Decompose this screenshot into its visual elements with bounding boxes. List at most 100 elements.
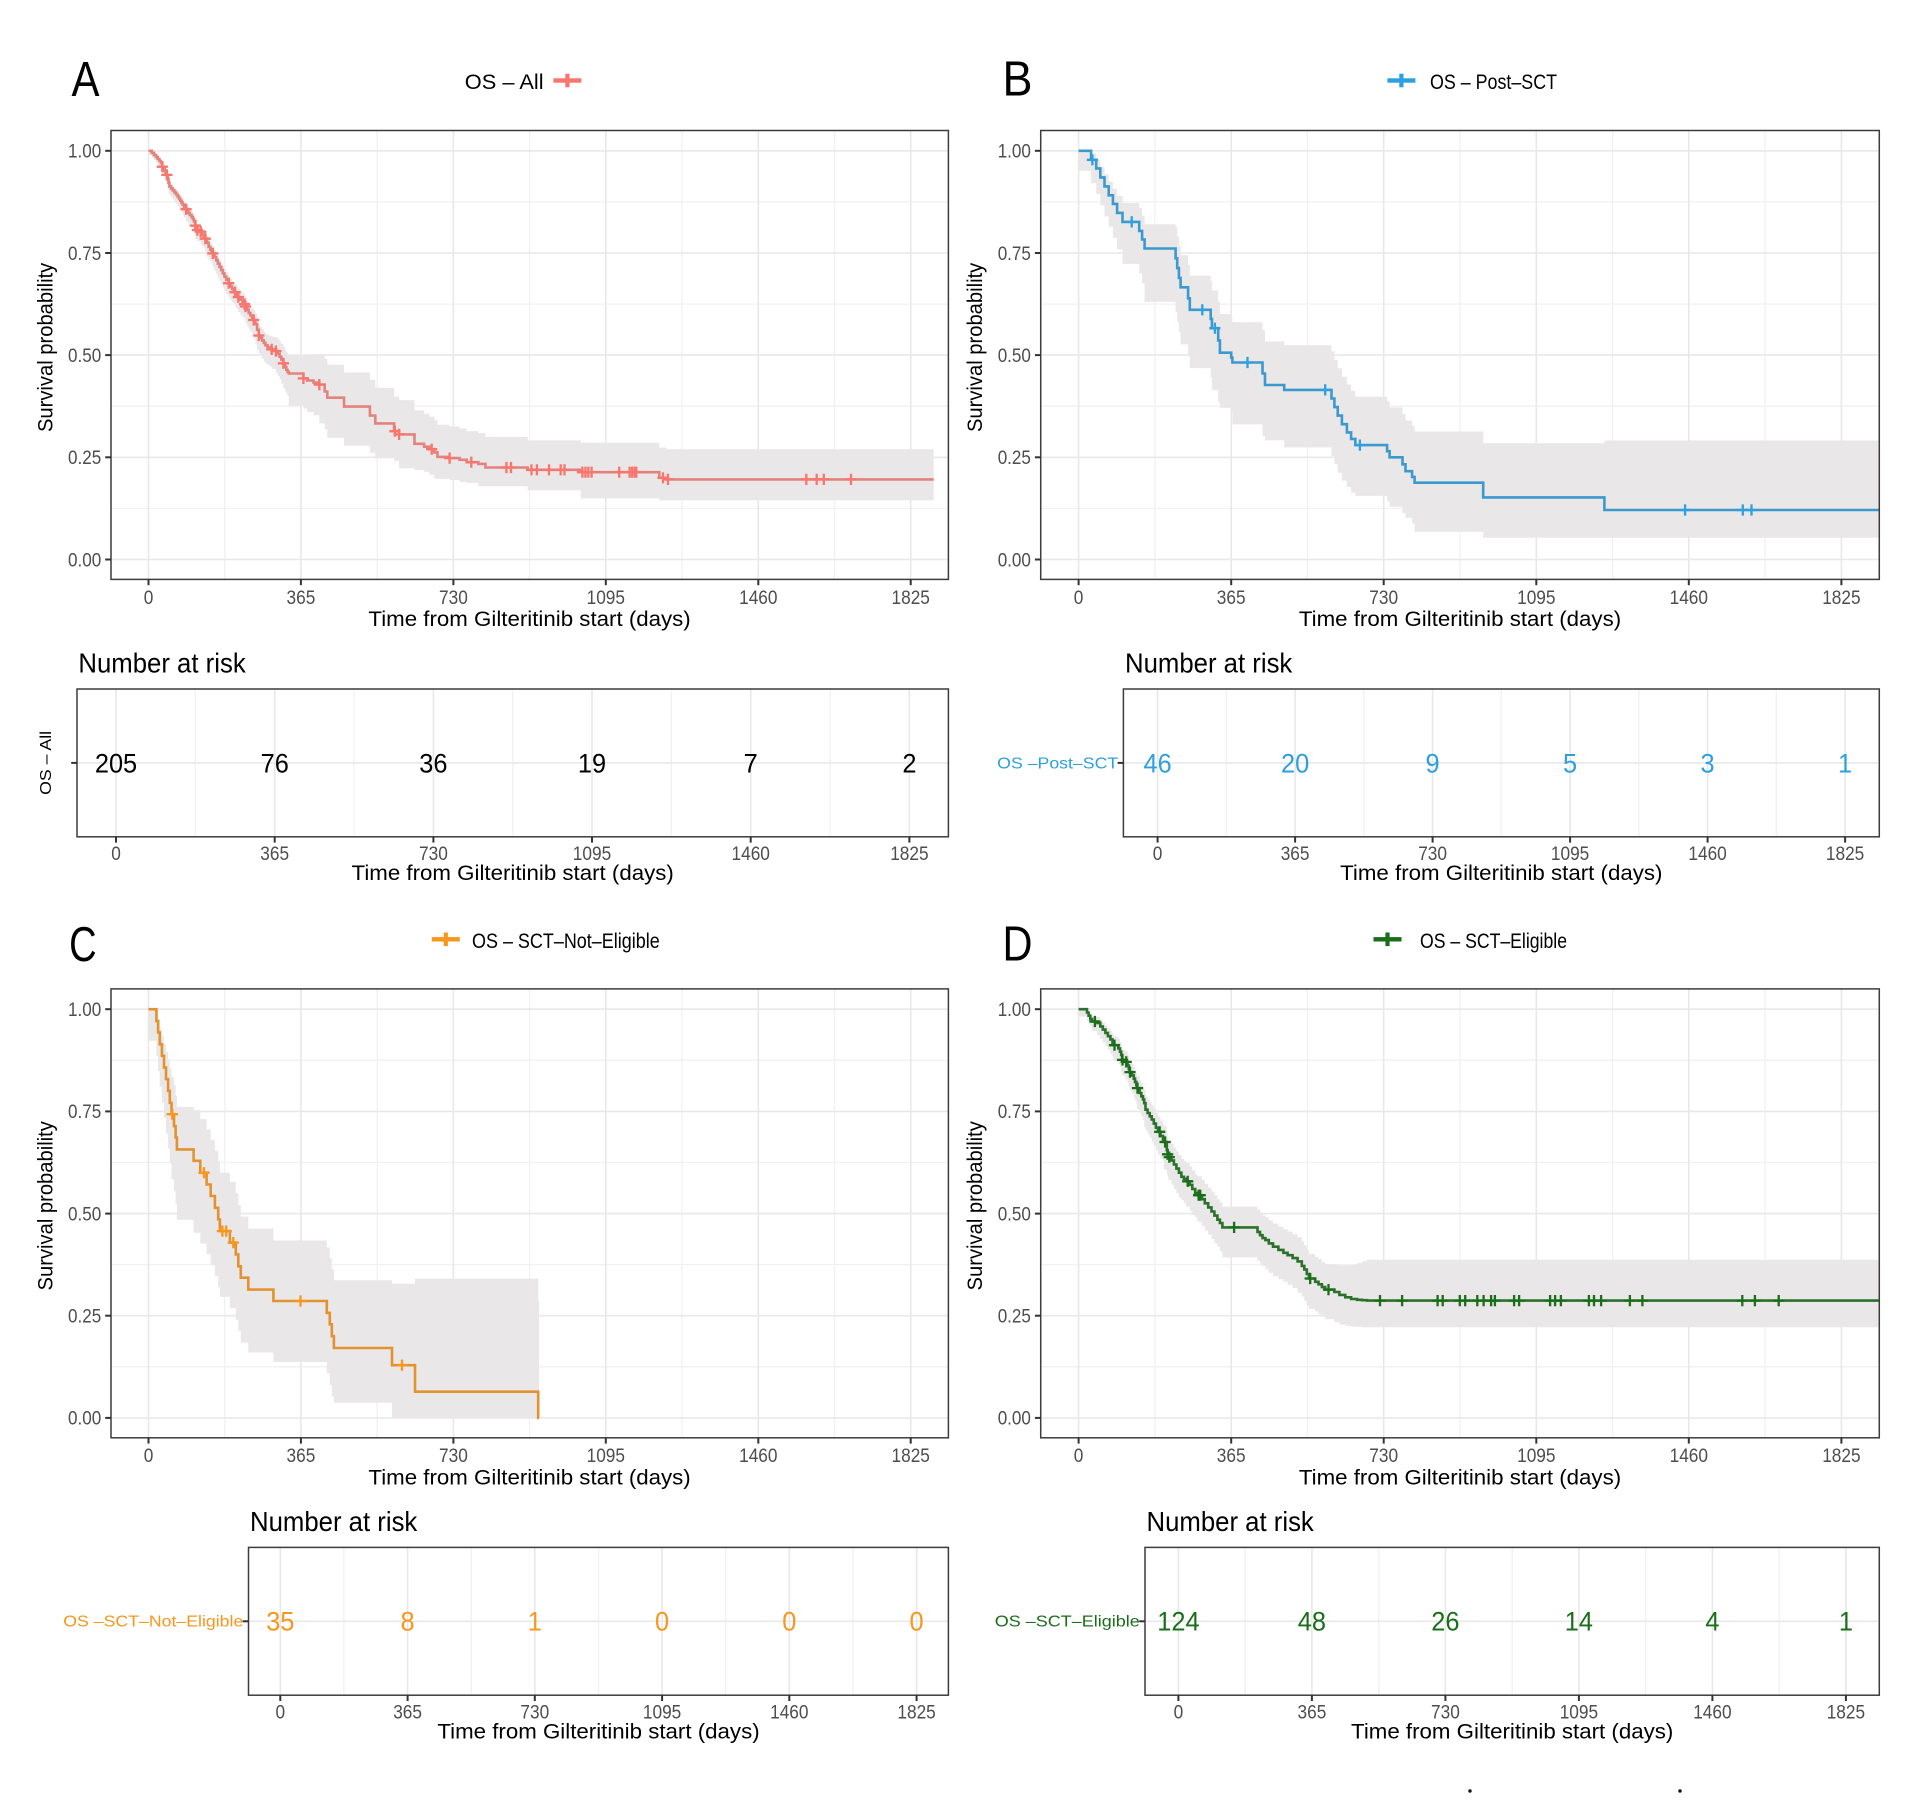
svg-text:0.00: 0.00 (998, 549, 1031, 571)
svg-text:Time from Gilteritinib start (: Time from Gilteritinib start (days) (368, 608, 690, 631)
svg-text:0.50: 0.50 (998, 345, 1031, 367)
svg-text:0: 0 (910, 1607, 924, 1637)
svg-text:0.75: 0.75 (68, 243, 101, 265)
svg-text:46: 46 (1144, 748, 1172, 778)
svg-text:Survival probability: Survival probability (35, 1121, 58, 1291)
svg-text:Time from Gilteritinib start (: Time from Gilteritinib start (days) (1351, 1720, 1673, 1743)
svg-text:0: 0 (144, 1445, 154, 1467)
svg-text:1095: 1095 (587, 587, 626, 609)
svg-text:76: 76 (261, 748, 289, 778)
svg-text:124: 124 (1157, 1607, 1199, 1637)
svg-text:0: 0 (1074, 1445, 1084, 1467)
svg-text:1095: 1095 (643, 1701, 682, 1723)
svg-text:730: 730 (419, 843, 448, 865)
svg-text:A: A (72, 53, 100, 107)
svg-text:730: 730 (439, 1445, 468, 1467)
svg-text:1095: 1095 (587, 1445, 626, 1467)
svg-text:1460: 1460 (1670, 587, 1709, 609)
svg-text:1: 1 (1838, 748, 1852, 778)
svg-text:48: 48 (1298, 1607, 1326, 1637)
svg-text:Time from Gilteritinib start (: Time from Gilteritinib start (days) (1299, 1467, 1621, 1490)
svg-text:1.00: 1.00 (68, 141, 101, 163)
svg-text:0.00: 0.00 (998, 1408, 1031, 1430)
svg-text:9: 9 (1426, 748, 1440, 778)
svg-text:D: D (1003, 918, 1033, 972)
svg-text:OS – SCT–Not–Eligible: OS – SCT–Not–Eligible (472, 929, 660, 953)
svg-text:7: 7 (744, 748, 758, 778)
svg-text:1460: 1460 (739, 1445, 778, 1467)
svg-text:OS – SCT–Eligible: OS – SCT–Eligible (1420, 929, 1567, 953)
svg-text:1825: 1825 (1827, 1701, 1866, 1723)
svg-text:0: 0 (1074, 587, 1084, 609)
svg-text:1095: 1095 (573, 843, 612, 865)
svg-text:1: 1 (1839, 1607, 1853, 1637)
svg-text:20: 20 (1281, 748, 1309, 778)
svg-text:0: 0 (782, 1607, 796, 1637)
svg-text:0.25: 0.25 (68, 447, 101, 469)
svg-text:19: 19 (578, 748, 606, 778)
svg-text:Number at risk: Number at risk (250, 1506, 418, 1537)
svg-text:0.50: 0.50 (68, 345, 101, 367)
svg-text:0.75: 0.75 (998, 243, 1031, 265)
svg-text:Time from Gilteritinib start (: Time from Gilteritinib start (days) (437, 1720, 759, 1743)
svg-text:Number at risk: Number at risk (78, 648, 246, 679)
svg-text:1460: 1460 (739, 587, 778, 609)
svg-text:Survival probability: Survival probability (964, 1121, 987, 1291)
svg-text:4: 4 (1705, 1607, 1719, 1637)
svg-text:365: 365 (287, 1445, 316, 1467)
svg-text:5: 5 (1563, 748, 1577, 778)
svg-text:C: C (69, 918, 97, 972)
svg-text:1825: 1825 (892, 1445, 931, 1467)
svg-text:0.50: 0.50 (68, 1203, 101, 1225)
svg-text:1.00: 1.00 (68, 999, 101, 1021)
svg-text:Time from Gilteritinib start (: Time from Gilteritinib start (days) (1340, 862, 1662, 885)
svg-text:B: B (1003, 53, 1033, 107)
svg-text:8: 8 (401, 1607, 415, 1637)
svg-text:2: 2 (902, 748, 916, 778)
svg-text:1.00: 1.00 (998, 999, 1031, 1021)
svg-text:OS –SCT–Eligible: OS –SCT–Eligible (995, 1614, 1140, 1631)
svg-text:1095: 1095 (1560, 1701, 1599, 1723)
svg-text:365: 365 (260, 843, 289, 865)
svg-text:Time from Gilteritinib start (: Time from Gilteritinib start (days) (352, 862, 674, 885)
svg-text:1825: 1825 (1822, 587, 1861, 609)
svg-text:205: 205 (95, 748, 137, 778)
svg-text:0: 0 (111, 843, 121, 865)
svg-text:OS –Post–SCT: OS –Post–SCT (997, 755, 1119, 772)
svg-text:Number at risk: Number at risk (1125, 648, 1293, 679)
svg-text:1460: 1460 (1688, 843, 1727, 865)
svg-text:1825: 1825 (1826, 843, 1865, 865)
svg-text:0.00: 0.00 (68, 549, 101, 571)
svg-text:1460: 1460 (1693, 1701, 1732, 1723)
svg-text:OS –SCT–Not–Eligible: OS –SCT–Not–Eligible (63, 1614, 243, 1631)
svg-text:0: 0 (1153, 843, 1163, 865)
svg-text:0.75: 0.75 (68, 1101, 101, 1123)
svg-text:730: 730 (520, 1701, 549, 1723)
svg-text:365: 365 (1217, 1445, 1246, 1467)
svg-text:0.25: 0.25 (68, 1306, 101, 1328)
svg-text:1825: 1825 (892, 587, 931, 609)
svg-text:Survival probability: Survival probability (964, 262, 987, 432)
svg-text:1825: 1825 (897, 1701, 936, 1723)
svg-text:Survival probability: Survival probability (35, 262, 58, 432)
svg-text:Time from Gilteritinib start (: Time from Gilteritinib start (days) (368, 1467, 690, 1490)
svg-text:Number at risk: Number at risk (1147, 1506, 1315, 1537)
svg-text:730: 730 (1369, 1445, 1398, 1467)
svg-text:1825: 1825 (890, 843, 929, 865)
svg-text:1095: 1095 (1551, 843, 1590, 865)
svg-text:36: 36 (419, 748, 447, 778)
svg-text:14: 14 (1565, 1607, 1593, 1637)
svg-text:0: 0 (276, 1701, 286, 1723)
svg-text:1460: 1460 (732, 843, 771, 865)
svg-text:0.25: 0.25 (998, 447, 1031, 469)
svg-text:0.00: 0.00 (68, 1408, 101, 1430)
svg-text:35: 35 (266, 1607, 294, 1637)
svg-text:0.25: 0.25 (998, 1306, 1031, 1328)
svg-text:3: 3 (1701, 748, 1715, 778)
svg-text:1460: 1460 (1670, 1445, 1709, 1467)
svg-text:730: 730 (1431, 1701, 1460, 1723)
svg-text:26: 26 (1431, 1607, 1459, 1637)
svg-text:1825: 1825 (1822, 1445, 1861, 1467)
svg-text:0: 0 (1174, 1701, 1184, 1723)
svg-text:1095: 1095 (1517, 587, 1556, 609)
